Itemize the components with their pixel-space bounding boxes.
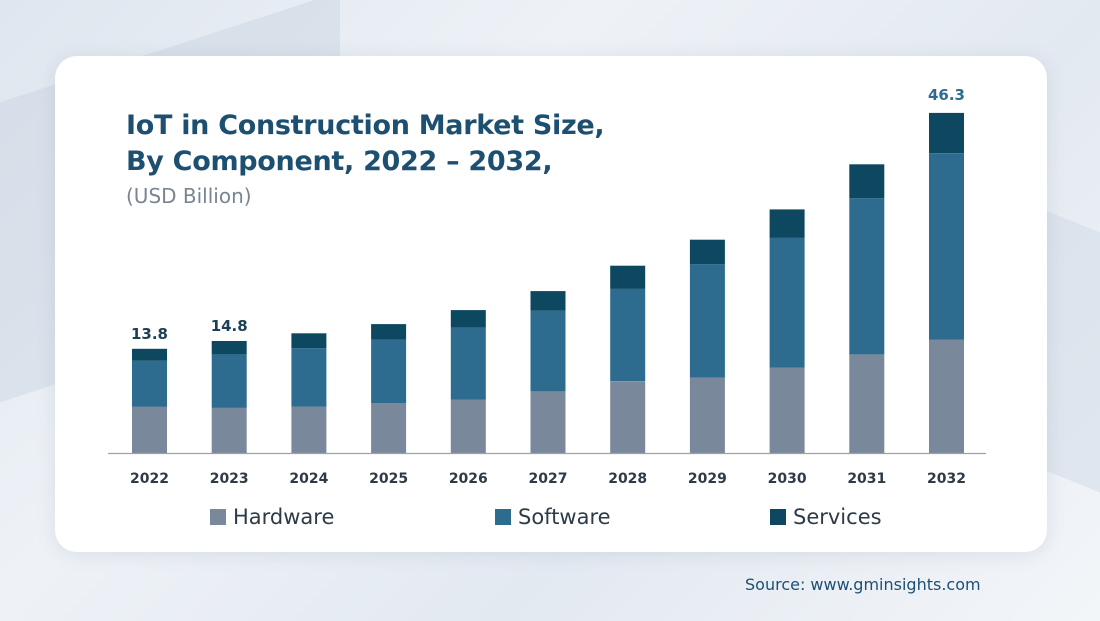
x-tick-label: 2026	[449, 471, 488, 487]
data-label-2032: 46.3	[928, 86, 965, 104]
bar-hardware-2031	[849, 354, 885, 453]
legend-swatch-services	[770, 509, 786, 525]
x-tick-label: 2023	[210, 471, 249, 487]
x-tick-label: 2032	[927, 471, 966, 487]
legend-label-services: Services	[793, 505, 882, 529]
chart-title-line-1: IoT in Construction Market Size,	[126, 110, 605, 141]
bar-hardware-2029	[689, 377, 725, 453]
bar-services-2028	[610, 265, 646, 289]
bar-software-2024	[291, 348, 327, 407]
bar-services-2026	[450, 310, 486, 328]
bar-hardware-2028	[610, 381, 646, 453]
chart-title-line-2: By Component, 2022 – 2032,	[126, 146, 553, 177]
bar-hardware-2022	[132, 406, 167, 453]
bar-services-2027	[530, 291, 566, 311]
x-tick-label: 2031	[847, 471, 886, 487]
bar-software-2023	[211, 354, 247, 408]
bar-hardware-2025	[371, 403, 407, 453]
x-tick-label: 2022	[130, 471, 169, 487]
x-tick-label: 2024	[289, 471, 328, 487]
bar-hardware-2023	[211, 407, 247, 453]
bar-services-2029	[689, 239, 725, 265]
x-tick-label: 2025	[369, 471, 408, 487]
legend-label-hardware: Hardware	[233, 505, 335, 529]
legend-label-software: Software	[518, 505, 611, 529]
bar-services-2031	[849, 164, 885, 199]
bar-hardware-2026	[450, 399, 486, 453]
bar-services-2023	[211, 341, 247, 355]
bar-software-2027	[530, 310, 566, 392]
legend-item-software: Software	[495, 505, 611, 529]
source-credit: Source: www.gminsights.com	[745, 575, 981, 594]
data-label-2022: 13.8	[131, 325, 168, 343]
bar-hardware-2024	[291, 406, 327, 453]
legend-swatch-hardware	[210, 509, 226, 525]
bar-hardware-2030	[769, 367, 805, 453]
bar-services-2032	[929, 112, 964, 153]
chart-title: IoT in Construction Market Size, By Comp…	[126, 108, 605, 180]
bar-software-2030	[769, 237, 805, 368]
bar-hardware-2027	[530, 391, 566, 453]
bar-software-2022	[132, 360, 167, 407]
legend-item-hardware: Hardware	[210, 505, 334, 529]
bar-services-2025	[371, 324, 407, 340]
bar-software-2026	[450, 327, 486, 400]
x-tick-label: 2030	[768, 471, 807, 487]
bar-services-2024	[291, 333, 327, 349]
bar-software-2031	[849, 198, 885, 355]
x-tick-label: 2029	[688, 471, 727, 487]
chart-subtitle: (USD Billion)	[126, 184, 252, 208]
bar-software-2032	[929, 153, 964, 340]
bar-software-2025	[371, 339, 407, 403]
data-label-2023: 14.8	[211, 317, 248, 335]
x-tick-label: 2027	[529, 471, 568, 487]
x-tick-label: 2028	[608, 471, 647, 487]
legend: Hardware Software Services	[210, 505, 890, 531]
bar-software-2029	[689, 264, 725, 378]
bar-services-2022	[132, 348, 167, 361]
bar-software-2028	[610, 288, 646, 382]
bar-services-2030	[769, 209, 805, 238]
bar-hardware-2032	[929, 339, 964, 453]
legend-swatch-software	[495, 509, 511, 525]
legend-item-services: Services	[770, 505, 882, 529]
